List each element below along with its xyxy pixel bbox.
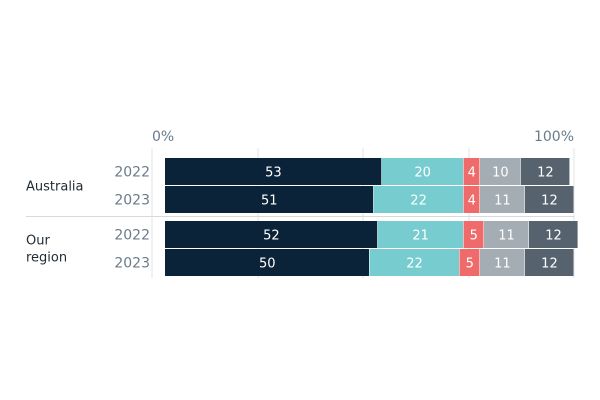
bar-value-label: 22 <box>406 257 423 272</box>
bar-value-label: 21 <box>412 229 429 244</box>
bar-value-label: 5 <box>466 257 474 272</box>
bar-segment <box>377 221 464 248</box>
bar-segment <box>479 158 521 185</box>
axis-tick-label: 100% <box>534 129 574 145</box>
bar-segment <box>165 158 382 185</box>
bar-value-label: 10 <box>492 166 509 181</box>
bar-value-label: 12 <box>537 166 554 181</box>
bar-value-label: 50 <box>259 257 276 272</box>
year-label: 2022 <box>114 228 150 244</box>
year-label: 2023 <box>114 256 150 272</box>
bar-value-label: 12 <box>541 194 558 209</box>
bar-segment <box>479 249 525 276</box>
bar-value-label: 20 <box>414 166 431 181</box>
bar-segment <box>484 221 529 248</box>
year-label: 2022 <box>114 165 150 181</box>
bar-value-label: 11 <box>494 257 511 272</box>
bar-value-label: 51 <box>261 194 278 209</box>
bar-value-label: 5 <box>470 229 478 244</box>
bar-value-label: 12 <box>541 257 558 272</box>
bar-segment <box>479 186 525 213</box>
bar-value-label: 22 <box>410 194 427 209</box>
group-label: region <box>26 251 67 266</box>
bar-segment <box>165 249 369 276</box>
bar-segment <box>520 158 570 185</box>
bar-segment <box>463 186 480 213</box>
bar-segment <box>524 249 574 276</box>
bar-value-label: 11 <box>498 229 515 244</box>
bar-segment <box>463 158 480 185</box>
year-label: 2023 <box>114 193 150 209</box>
bar-segment <box>463 221 484 248</box>
group-label: Our <box>26 234 50 249</box>
bar-segment <box>459 249 480 276</box>
bar-segment <box>373 186 464 213</box>
bar-segment <box>165 221 378 248</box>
group-label: Australia <box>26 180 84 195</box>
bar-segment <box>165 186 374 213</box>
bar-value-label: 4 <box>468 194 476 209</box>
bar-value-label: 4 <box>468 166 476 181</box>
bar-value-label: 53 <box>265 166 282 181</box>
bar-segment <box>381 158 464 185</box>
bar-segment <box>529 221 578 248</box>
bar-value-label: 12 <box>545 229 562 244</box>
axis-tick-label: 0% <box>152 129 174 145</box>
bar-segment <box>369 249 459 276</box>
bar-segment <box>524 186 574 213</box>
bar-value-label: 11 <box>494 194 511 209</box>
bar-value-label: 52 <box>263 229 280 244</box>
